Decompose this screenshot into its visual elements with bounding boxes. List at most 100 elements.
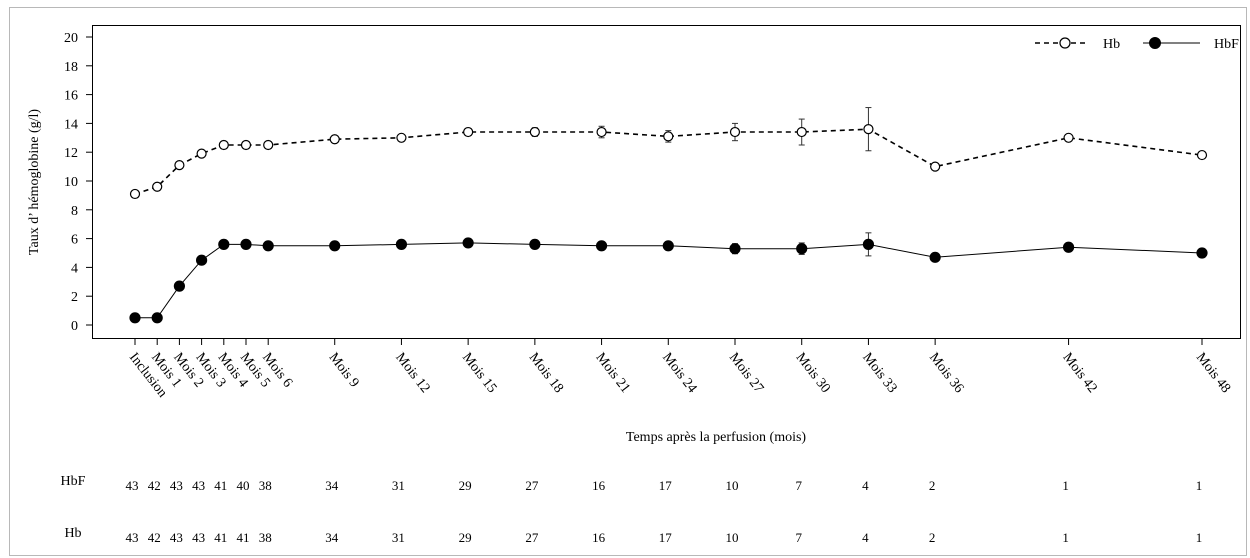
data-point-hb: [463, 126, 474, 138]
risk-count: 42: [148, 530, 161, 545]
data-point-hb: [240, 139, 252, 151]
risk-count: 41: [214, 530, 227, 545]
data-point-hbf: [929, 251, 941, 263]
series-hbf: [129, 232, 1208, 324]
data-point-hb: [663, 131, 674, 142]
data-point-hb: [329, 134, 340, 145]
risk-count: 41: [214, 478, 227, 493]
risk-count: 2: [929, 530, 936, 545]
y-tick-label: 2: [71, 290, 78, 305]
y-tick-label: 6: [71, 233, 78, 248]
data-point-hbf: [796, 243, 808, 255]
legend-label-hbf: HbF: [1214, 37, 1239, 52]
y-axis: 0 2 4 6 8 10 12 14 16 18 20: [64, 31, 92, 334]
data-point-hb: [174, 160, 185, 171]
series-hb: [129, 107, 1208, 200]
data-point-hbf: [529, 238, 541, 250]
data-point-hb: [263, 139, 274, 151]
y-tick-label: 8: [71, 204, 78, 219]
data-point-hb: [930, 161, 941, 172]
risk-count: 17: [659, 478, 673, 493]
risk-count: 1: [1062, 478, 1069, 493]
risk-count: 1: [1196, 478, 1203, 493]
data-point-hbf: [218, 238, 230, 250]
y-axis-label: Taux d’ hémoglobine (g/l): [27, 109, 42, 255]
data-point-hb: [129, 188, 141, 200]
risk-row-label: HbF: [61, 474, 86, 489]
data-point-hbf: [1062, 241, 1075, 253]
risk-count: 31: [392, 530, 405, 545]
risk-count: 1: [1062, 530, 1069, 545]
data-point-hbf: [595, 240, 608, 252]
data-point-hb: [1063, 132, 1074, 143]
risk-count: 42: [148, 478, 161, 493]
risk-count: 4: [862, 478, 869, 493]
risk-count: 43: [192, 478, 205, 493]
legend-marker-hb: [1059, 37, 1071, 49]
plot-area: [92, 25, 1241, 339]
risk-count: 16: [592, 478, 606, 493]
risk-count: 7: [795, 478, 802, 493]
data-point-hb: [152, 181, 163, 192]
risk-count: 34: [325, 530, 339, 545]
data-point-hb: [529, 126, 540, 138]
data-point-hbf: [729, 243, 741, 255]
risk-count: 43: [192, 530, 205, 545]
risk-count: 38: [259, 530, 272, 545]
legend-marker-hbf: [1149, 37, 1161, 49]
risk-count: 7: [795, 530, 802, 545]
risk-row-label: Hb: [64, 526, 81, 541]
data-point-hbf: [173, 280, 185, 292]
y-tick-label: 12: [64, 146, 78, 161]
risk-count: 10: [726, 478, 739, 493]
data-point-hb: [396, 132, 407, 143]
risk-count: 40: [237, 478, 250, 493]
data-point-hbf: [395, 238, 408, 250]
data-point-hbf: [462, 237, 474, 249]
data-point-hbf: [240, 238, 252, 250]
risk-count: 1: [1196, 530, 1203, 545]
data-point-hb: [196, 148, 207, 159]
data-point-hb: [1196, 149, 1208, 161]
risk-count: 31: [392, 478, 405, 493]
y-tick-label: 0: [71, 319, 78, 334]
y-tick-label: 20: [64, 31, 78, 46]
legend-label-hb: Hb: [1103, 37, 1120, 52]
y-tick-label: 4: [71, 261, 78, 276]
risk-count: 2: [929, 478, 936, 493]
risk-count: 27: [525, 530, 539, 545]
risk-count: 43: [170, 530, 183, 545]
data-point-hb: [729, 126, 741, 138]
data-point-hbf: [862, 238, 875, 250]
x-axis-label: Temps après la perfusion (mois): [626, 430, 807, 445]
risk-count: 10: [726, 530, 739, 545]
y-tick-label: 16: [64, 89, 78, 104]
risk-count: 29: [459, 530, 472, 545]
data-point-hb: [863, 124, 874, 135]
y-tick-label: 10: [64, 175, 78, 190]
data-point-hbf: [662, 240, 674, 252]
data-point-hbf: [262, 240, 274, 252]
data-point-hbf: [151, 312, 163, 324]
risk-count: 29: [459, 478, 472, 493]
series-layer: [129, 107, 1208, 324]
risk-count: 17: [659, 530, 673, 545]
risk-count: 43: [126, 478, 139, 493]
risk-count: 34: [325, 478, 339, 493]
y-tick-label: 18: [64, 60, 78, 75]
data-point-hb: [218, 139, 229, 151]
risk-count: 43: [170, 478, 183, 493]
risk-count: 4: [862, 530, 869, 545]
legend: Hb HbF: [1035, 37, 1239, 52]
data-point-hb: [796, 126, 807, 138]
risk-count: 41: [237, 530, 250, 545]
data-point-hbf: [196, 254, 208, 266]
risk-count: 16: [592, 530, 606, 545]
figure-border: [9, 7, 1247, 556]
data-point-hbf: [329, 240, 341, 252]
data-point-hb: [596, 126, 607, 138]
risk-count: 38: [259, 478, 272, 493]
risk-table: HbF 43 42 43 43 41 40 38 34 31 29 27 16 17 10 7 4 2 1 1Hb 43…: [61, 474, 1203, 545]
data-point-hbf: [129, 312, 141, 324]
